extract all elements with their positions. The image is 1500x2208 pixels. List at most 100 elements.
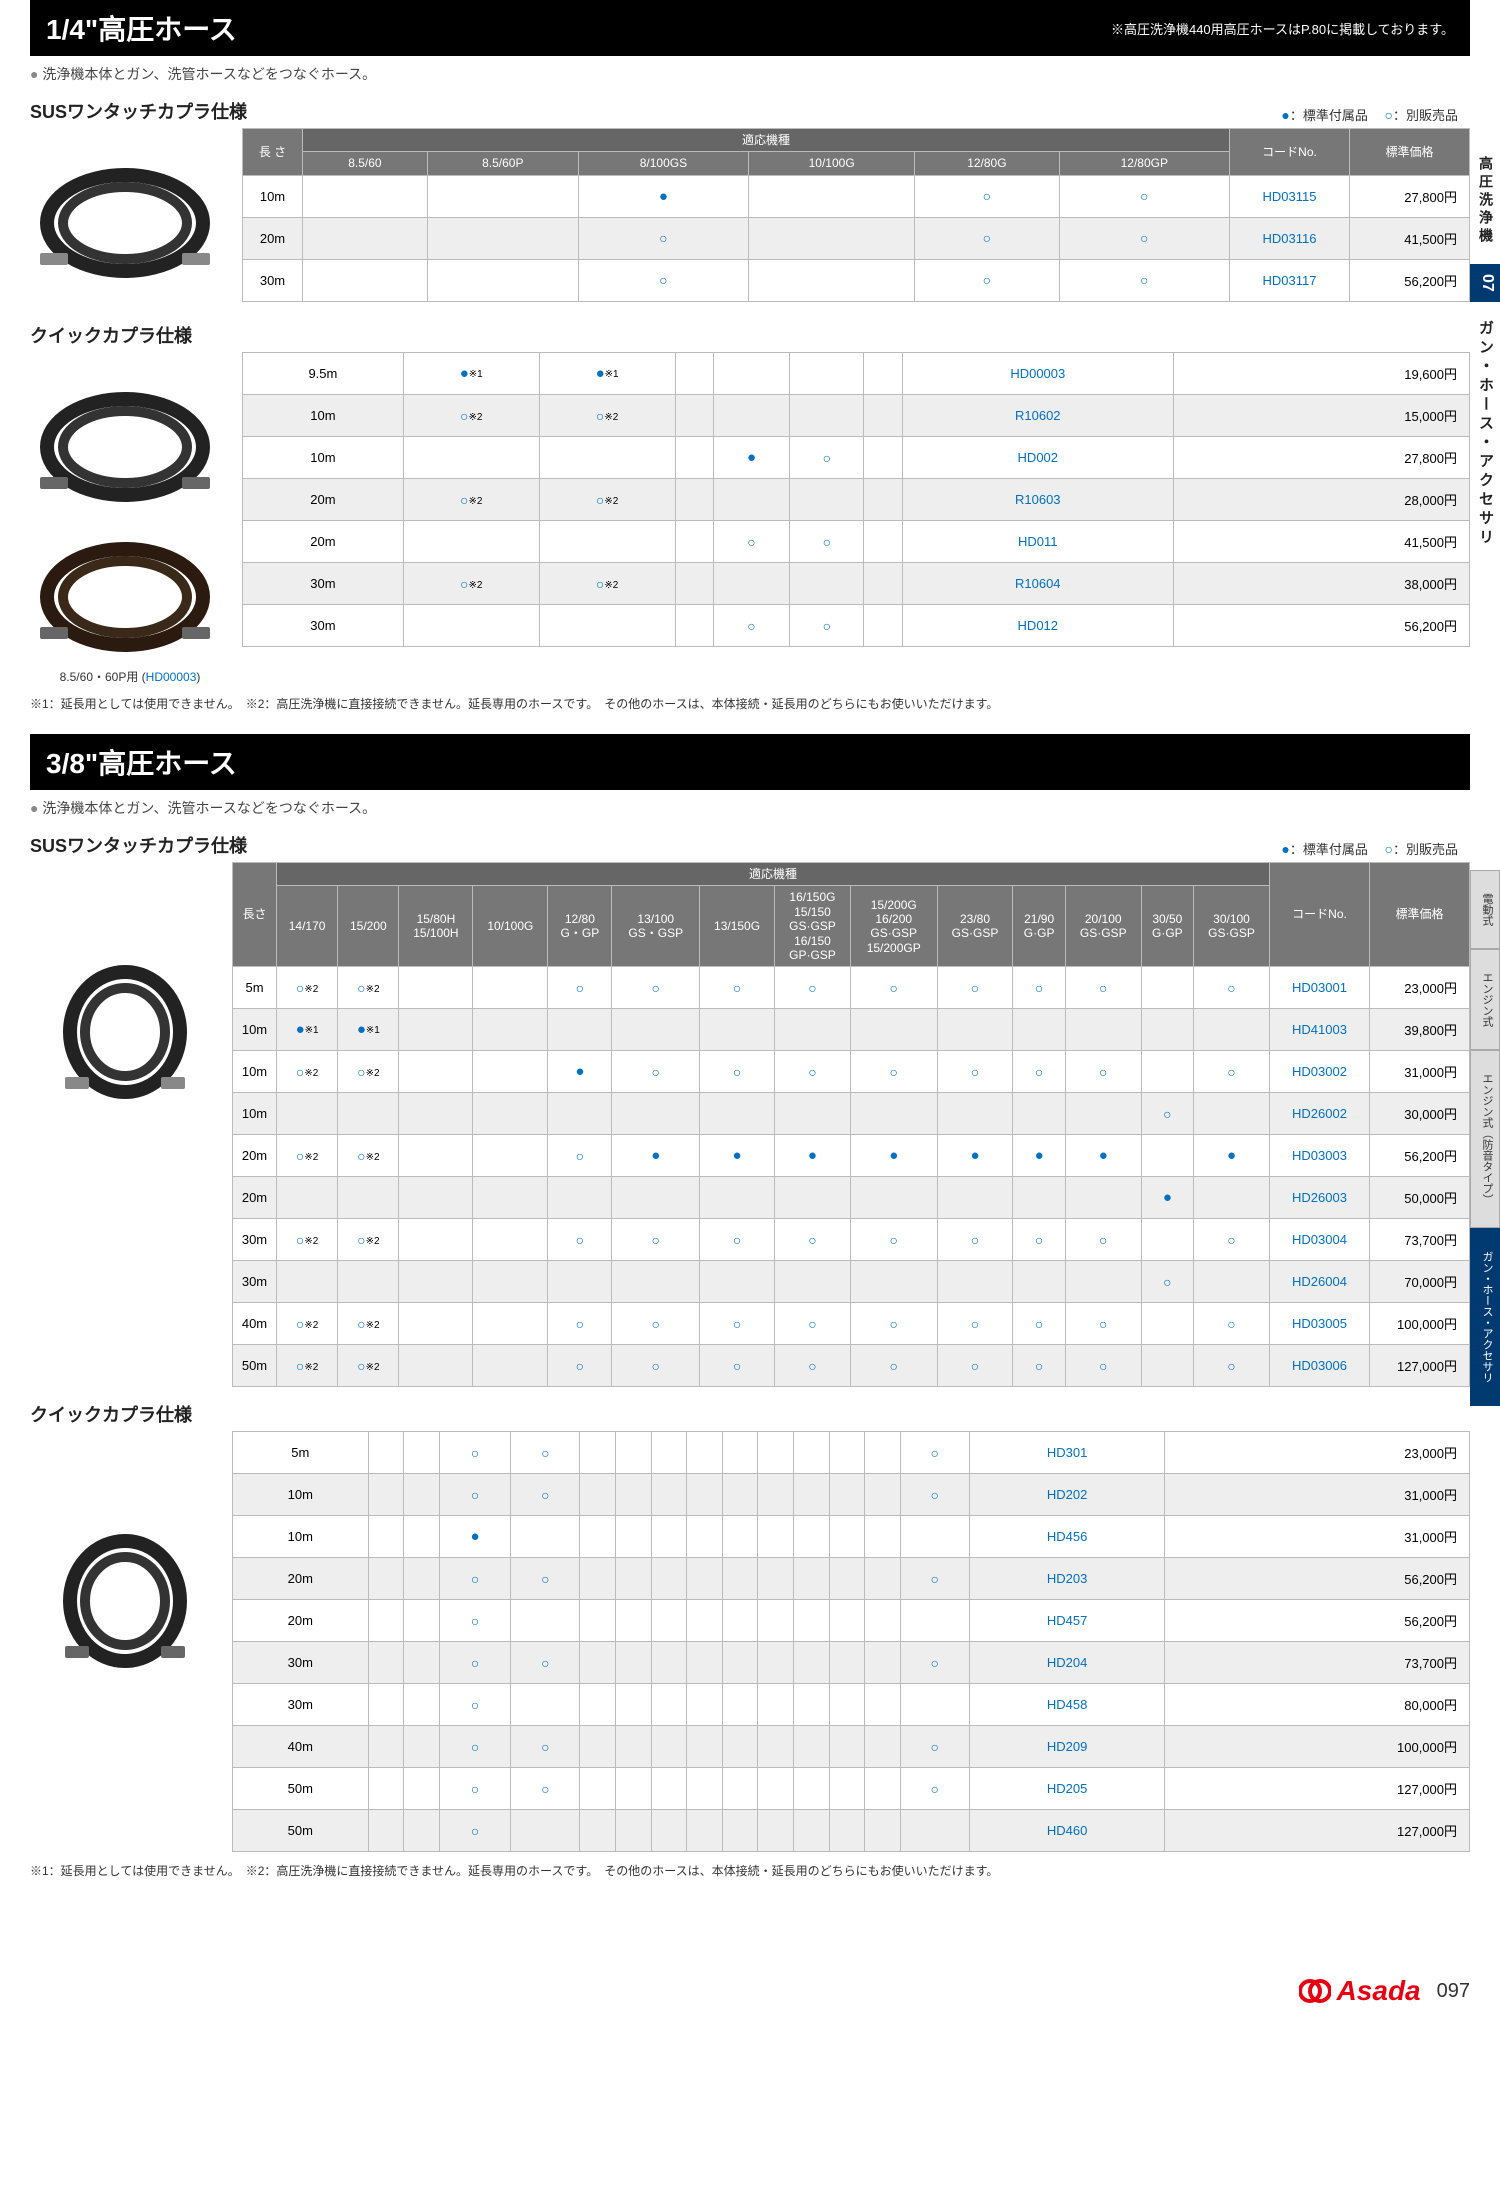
cell-mark [1194,1177,1270,1219]
cell-mark [937,1093,1013,1135]
cell-mark: ○ [612,1345,700,1387]
cell-mark: ○※2 [338,1051,399,1093]
th-model: 15/200G16/200GS·GSP15/200GP [850,886,937,967]
cell-mark: ● [548,1051,612,1093]
cell-mark: ○ [511,1474,580,1516]
th-model: 13/100GS・GSP [612,886,700,967]
cell-mark [615,1558,651,1600]
cell-price: 56,200円 [1173,605,1469,647]
cell-mark [687,1768,723,1810]
cell-mark [687,1558,723,1600]
cell-price: 100,000円 [1370,1303,1470,1345]
cell-mark: ○※2 [338,967,399,1009]
cell-length: 9.5m [243,353,404,395]
cell-length: 50m [233,1810,369,1852]
cell-mark [303,175,428,217]
cell-mark [675,563,713,605]
cell-mark [404,1558,440,1600]
th-price: 標準価格 [1350,129,1470,176]
footnote-1: ※1：延長用としては使用できません。 ※2：高圧洗浄機に直接接続できません。延長… [30,695,1470,712]
cell-mark: ○ [1141,1261,1193,1303]
cell-mark [1013,1177,1065,1219]
cell-price: 31,000円 [1370,1051,1470,1093]
th-group: 適応機種 [303,129,1230,152]
cell-price: 28,000円 [1173,479,1469,521]
cell-mark [580,1432,616,1474]
cell-mark [758,1474,794,1516]
table-row: 20m○○○HD20356,200円 [233,1558,1470,1600]
cell-mark [277,1177,338,1219]
cell-mark [651,1642,687,1684]
th-length: 長 さ [243,129,303,176]
cell-mark [900,1684,969,1726]
side-tab[interactable]: 電動式 [1470,870,1500,949]
cell-mark [1194,1093,1270,1135]
cell-mark [473,1051,548,1093]
cell-mark [864,479,902,521]
cell-mark [722,1600,758,1642]
cell-mark: ● [1065,1135,1141,1177]
cell-mark: ○ [850,1345,937,1387]
cell-mark [675,437,713,479]
th-model: 15/200 [338,886,399,967]
cell-mark [865,1642,901,1684]
cell-mark [615,1474,651,1516]
side-tab[interactable]: エンジン式 [1470,949,1500,1050]
table-row: 30m○※2○※2○○○○○○○○○HD0300473,700円 [233,1219,1470,1261]
cell-mark [865,1600,901,1642]
cell-price: 127,000円 [1165,1810,1470,1852]
cell-mark [1194,1009,1270,1051]
cell-mark [615,1810,651,1852]
cell-mark [758,1726,794,1768]
cell-mark [713,353,790,395]
cell-price: 127,000円 [1370,1345,1470,1387]
cell-mark [1065,1093,1141,1135]
cell-mark [1141,1135,1193,1177]
cell-mark [790,353,864,395]
cell-mark [539,605,675,647]
cell-mark: ○ [937,1303,1013,1345]
section1b-label: クイックカプラ仕様 [30,322,1470,348]
cell-price: 56,200円 [1370,1135,1470,1177]
cell-mark [404,1432,440,1474]
cell-mark [1141,1219,1193,1261]
th-model: 8.5/60 [303,152,428,175]
cell-length: 20m [233,1600,369,1642]
cell-code: R10603 [902,479,1173,521]
table-2b: 5m○○○HD30123,000円10m○○○HD20231,000円10m●H… [232,1431,1470,1852]
cell-mark: ○ [775,1219,851,1261]
cell-mark: ○ [1013,1345,1065,1387]
cell-mark [539,437,675,479]
cell-price: 27,800円 [1173,437,1469,479]
cell-length: 10m [243,395,404,437]
cell-mark [580,1600,616,1642]
cell-mark [900,1516,969,1558]
cell-mark [793,1684,829,1726]
cell-mark: ○※2 [338,1219,399,1261]
cell-mark: ● [439,1516,510,1558]
cell-mark [580,1516,616,1558]
cell-code: HD011 [902,521,1173,563]
cell-mark [404,1684,440,1726]
cell-mark: ○※2 [338,1135,399,1177]
cell-mark [829,1768,865,1810]
cell-mark [539,521,675,563]
table-row: 50m○○○HD205127,000円 [233,1768,1470,1810]
cell-length: 10m [233,1009,277,1051]
cell-mark [793,1642,829,1684]
cell-code: HD03002 [1270,1051,1370,1093]
table-row: 10m○○○HD20231,000円 [233,1474,1470,1516]
cell-price: 73,700円 [1370,1219,1470,1261]
cell-mark [615,1642,651,1684]
side-tab[interactable]: ガン・ホース・アクセサリ [1470,1228,1500,1406]
cell-mark: ○ [439,1600,510,1642]
cell-mark [473,1303,548,1345]
cell-mark: ○ [511,1558,580,1600]
cell-mark: ○ [937,1051,1013,1093]
cell-mark: ○ [439,1432,510,1474]
cell-price: 30,000円 [1370,1093,1470,1135]
side-tab[interactable]: エンジン式（防音タイプ） [1470,1050,1500,1228]
cell-mark: ○ [850,1219,937,1261]
cell-mark: ○ [548,1219,612,1261]
cell-price: 100,000円 [1165,1726,1470,1768]
